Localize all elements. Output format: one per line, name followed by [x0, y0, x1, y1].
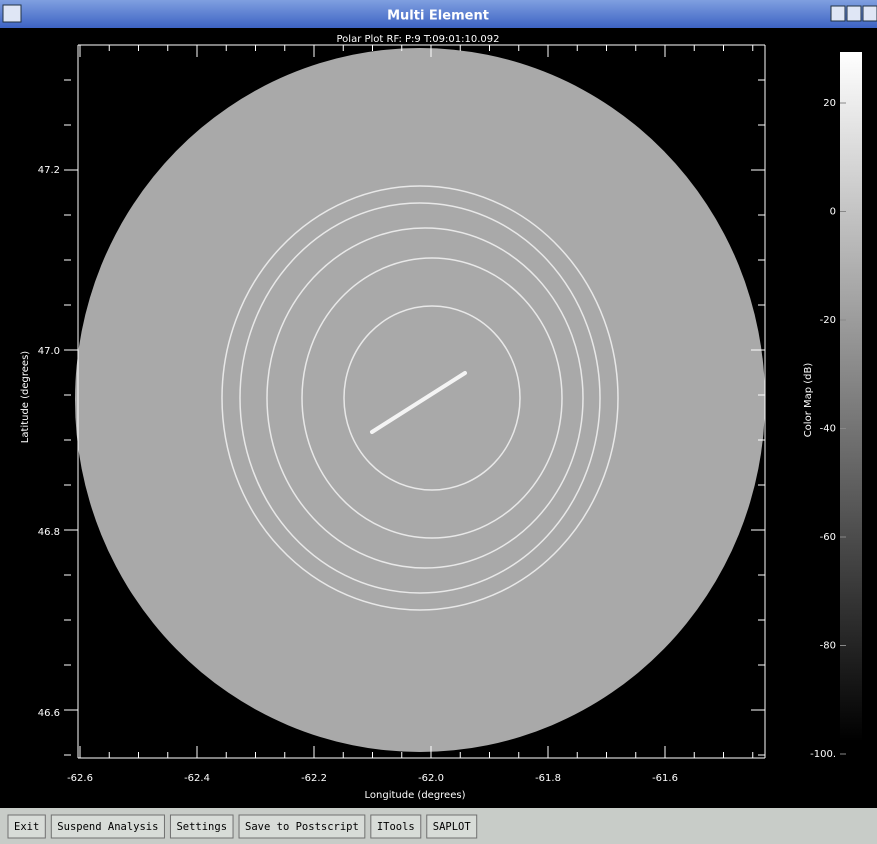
x-tick-label: -62.4	[184, 773, 210, 784]
colorbar	[840, 52, 862, 742]
window-menu[interactable]	[2, 4, 22, 23]
button[interactable]: Save to Postscript	[238, 814, 366, 839]
button-frame	[7, 814, 46, 839]
title-bar	[0, 0, 877, 28]
colorbar-tick-label: -60	[820, 532, 836, 543]
x-tick-label: -61.6	[652, 773, 678, 784]
maximize[interactable]	[846, 5, 862, 22]
y-tick-label: 46.6	[38, 708, 60, 719]
button[interactable]: SAPLOT	[426, 814, 478, 839]
x-axis-label: Longitude (degrees)	[365, 790, 466, 801]
button[interactable]: Suspend Analysis	[50, 814, 165, 839]
close[interactable]	[862, 5, 877, 22]
streak	[370, 371, 467, 434]
y-tick-label: 46.8	[38, 527, 60, 538]
plot-title: Polar Plot RF: P:9 T:09:01:10.092	[337, 34, 500, 45]
button-frame	[50, 814, 165, 839]
x-tick-label: -62.6	[67, 773, 93, 784]
y-axis-label: Latitude (degrees)	[20, 351, 31, 443]
x-tick-label: -62.0	[418, 773, 444, 784]
minimize[interactable]	[830, 5, 846, 22]
button-label: Suspend Analysis	[57, 821, 158, 833]
colorbar-tick-label: -20	[820, 315, 836, 326]
x-tick-label: -61.8	[535, 773, 561, 784]
x-tick-label: -62.2	[301, 773, 327, 784]
rings	[221, 185, 619, 611]
colorbar-tick-label: -100.	[810, 749, 836, 760]
y-tick-label: 47.2	[38, 165, 60, 176]
colorbar-tick-label: -80	[820, 641, 836, 652]
button-frame	[238, 814, 366, 839]
button-frame	[370, 814, 422, 839]
button[interactable]: Exit	[7, 814, 46, 839]
button-frame	[426, 814, 478, 839]
colorbar-tick-label: -40	[820, 424, 836, 435]
button[interactable]: ITools	[370, 814, 422, 839]
colorbar-tick-label: 0	[830, 207, 836, 218]
button-label: ITools	[377, 821, 415, 833]
window-title: Multi Element	[387, 9, 489, 24]
button-frame	[169, 814, 234, 839]
y-tick-label: 47.0	[38, 346, 60, 357]
button-label: SAPLOT	[433, 821, 472, 833]
button-label: Exit	[14, 821, 39, 833]
button-label: Settings	[176, 821, 227, 833]
button-label: Save to Postscript	[245, 821, 359, 833]
button[interactable]: Settings	[169, 814, 234, 839]
colorbar-label: Color Map (dB)	[803, 363, 814, 438]
colorbar-tick-label: 20	[823, 98, 836, 109]
